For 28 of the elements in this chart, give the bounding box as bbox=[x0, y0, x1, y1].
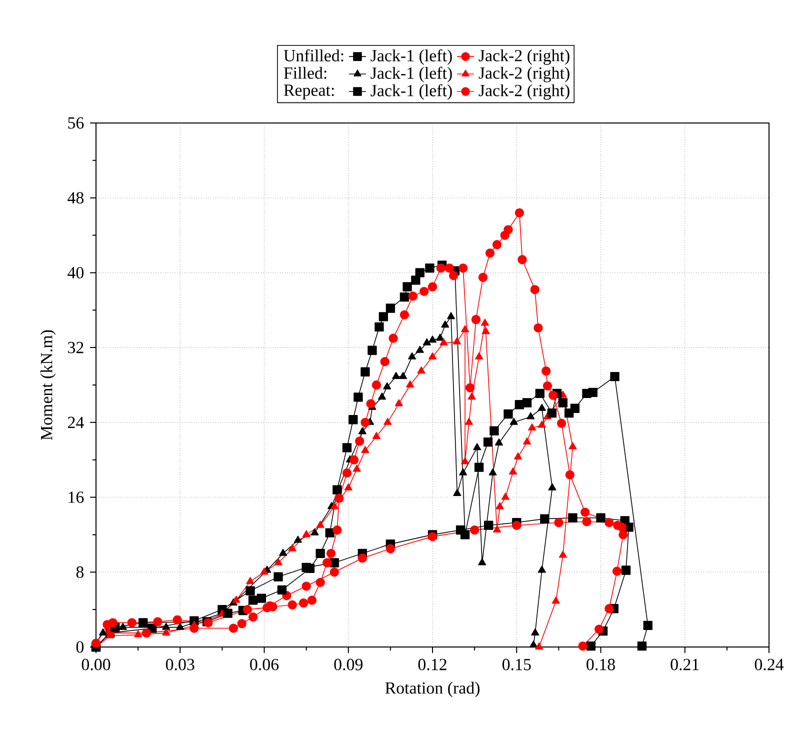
x-tick-label: 0.06 bbox=[250, 658, 279, 670]
y-tick-label: 32 bbox=[68, 342, 84, 354]
legend-label: Jack-1 (left) bbox=[370, 49, 452, 65]
legend-label: Jack-2 (right) bbox=[478, 66, 570, 82]
text: Filled: bbox=[284, 66, 326, 79]
y-tick-label: 8 bbox=[76, 566, 84, 578]
y-tick-label: 16 bbox=[68, 492, 84, 503]
y-axis-title: Moment (kN.m) bbox=[40, 330, 56, 440]
legend-label: Jack-1 (left) bbox=[370, 66, 452, 82]
y-tick-label: 24 bbox=[68, 416, 84, 428]
y-tick-label: 40 bbox=[68, 266, 84, 278]
x-tick-label: 0.03 bbox=[166, 658, 194, 670]
x-tick-label: 0.09 bbox=[334, 658, 363, 670]
text: Unfilled: bbox=[284, 49, 344, 62]
x-tick-label: 0.00 bbox=[82, 658, 110, 670]
legend-label: Jack-2 (right) bbox=[478, 84, 570, 100]
x-axis-title: Rotation (rad) bbox=[385, 682, 480, 698]
x-tick-label: 0.15 bbox=[502, 658, 531, 670]
y-tick-label: 48 bbox=[68, 192, 84, 204]
x-tick-label: 0.21 bbox=[670, 658, 699, 670]
legend-label: Jack-2 (right) bbox=[478, 49, 570, 65]
legend-label: Jack-1 (left) bbox=[370, 84, 452, 100]
text: Repeat: bbox=[284, 84, 334, 100]
x-tick-label: 0.24 bbox=[754, 658, 784, 670]
y-tick-label: 56 bbox=[68, 117, 84, 129]
y-tick-label: 0 bbox=[76, 641, 84, 653]
x-tick-label: 0.12 bbox=[418, 658, 446, 670]
x-tick-label: 0.18 bbox=[586, 658, 615, 670]
